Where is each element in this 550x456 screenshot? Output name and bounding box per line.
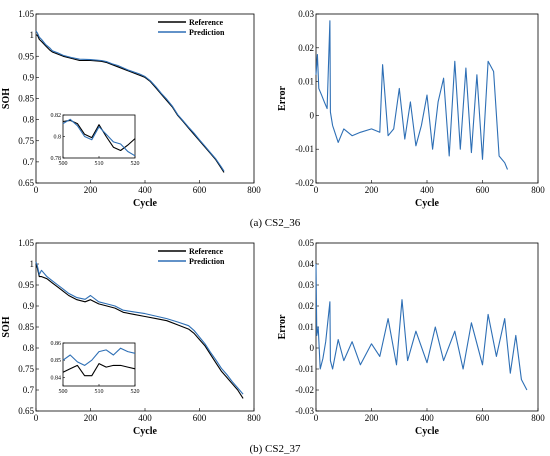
- x-axis-label: Cycle: [133, 198, 157, 209]
- x-tick-label: 0: [34, 413, 39, 423]
- x-tick-label: 600: [193, 185, 207, 195]
- series-line-prediction: [35, 30, 225, 172]
- legend-label-prediction: Prediction: [189, 28, 225, 37]
- caption-a: (a) CS2_36: [250, 217, 301, 229]
- y-axis-label: SOH: [1, 88, 12, 109]
- y-tick-label: -0.03: [295, 406, 314, 416]
- x-axis-label: Cycle: [133, 426, 157, 437]
- series-line-reference: [35, 263, 244, 399]
- x-tick-label: 0: [314, 185, 319, 195]
- y-tick-label: 0.95: [18, 51, 34, 61]
- x-tick-label: 800: [247, 413, 261, 423]
- y-tick-label: 0: [310, 343, 315, 353]
- inset-y-tick-label: 0.84: [51, 375, 62, 381]
- legend-label-reference: Reference: [189, 18, 224, 27]
- chart-panels: 0 200 400 600 800 0.65 0.7 0.75 0.8 0.85 0.9 0.95 1 1…: [1, 9, 545, 437]
- y-tick-label: 0.85: [18, 322, 34, 332]
- x-tick-label: 800: [531, 185, 545, 195]
- y-axis-label: Error: [277, 314, 288, 339]
- y-tick-label: 1: [30, 259, 35, 269]
- inset-x-tick-label: 510: [95, 389, 104, 395]
- inset-x-tick-label: 510: [95, 161, 104, 167]
- y-tick-label: 1.05: [18, 9, 34, 19]
- x-tick-label: 200: [84, 185, 98, 195]
- y-tick-label: 0.65: [18, 178, 34, 188]
- x-tick-label: 600: [193, 413, 207, 423]
- inset-x-tick-label: 500: [59, 389, 68, 395]
- y-axis-label: SOH: [1, 316, 12, 337]
- y-tick-label: 0.03: [298, 9, 314, 19]
- y-tick-label: 0.75: [18, 136, 34, 146]
- y-tick-label: 0.75: [18, 364, 34, 374]
- y-tick-label: -0.02: [295, 178, 314, 188]
- inset-y-tick-label: 0.8: [54, 135, 62, 141]
- x-tick-label: 200: [84, 413, 98, 423]
- series-line-error: [315, 263, 528, 391]
- x-tick-label: 200: [365, 185, 379, 195]
- y-tick-label: -0.01: [295, 144, 314, 154]
- x-tick-label: 0: [314, 413, 319, 423]
- x-tick-label: 200: [365, 413, 379, 423]
- series-line-reference: [36, 34, 225, 173]
- y-tick-label: 0.04: [298, 259, 314, 269]
- inset-x-tick-label: 520: [131, 389, 140, 395]
- inset-y-tick-label: 0.78: [51, 156, 62, 162]
- inset-x-tick-label: 500: [59, 161, 68, 167]
- y-tick-label: 0.02: [298, 43, 314, 53]
- y-tick-label: 0.65: [18, 406, 34, 416]
- y-tick-label: 0.03: [298, 280, 314, 290]
- x-tick-label: 400: [138, 413, 152, 423]
- legend-label-prediction: Prediction: [189, 257, 225, 266]
- x-axis-label: Cycle: [415, 426, 439, 437]
- x-tick-label: 400: [420, 185, 434, 195]
- inset-chart: 500 510 520 0.84 0.85 0.86: [51, 341, 140, 395]
- y-tick-label: 1: [30, 30, 35, 40]
- plot-frame: [315, 242, 539, 412]
- y-tick-label: 0.8: [23, 115, 35, 125]
- y-tick-label: 0.9: [23, 72, 35, 82]
- chart-b_soh: 0 200 400 600 800 0.65 0.7 0.75 0.8 0.85 0.9 0.95 1 1…: [1, 238, 261, 437]
- chart-a_soh: 0 200 400 600 800 0.65 0.7 0.75 0.8 0.85 0.9 0.95 1 1…: [1, 9, 261, 209]
- caption-b: (b) CS2_37: [249, 443, 301, 455]
- y-tick-label: 0.8: [23, 343, 35, 353]
- x-tick-label: 400: [420, 413, 434, 423]
- y-axis-label: Error: [277, 86, 288, 111]
- inset-y-tick-label: 0.86: [51, 341, 62, 347]
- x-tick-label: 0: [34, 185, 39, 195]
- y-tick-label: 0.85: [18, 94, 34, 104]
- y-tick-label: 0: [310, 110, 315, 120]
- y-tick-label: -0.02: [295, 385, 314, 395]
- x-tick-label: 400: [138, 185, 152, 195]
- y-tick-label: 0.9: [23, 301, 35, 311]
- x-axis-label: Cycle: [415, 198, 439, 209]
- y-tick-label: -0.01: [295, 364, 314, 374]
- chart-b_err: 0 200 400 600 800 -0.03 -0.02 -0.01 0 0.01 0.02 0.0…: [277, 238, 545, 437]
- series-line-prediction: [35, 261, 244, 395]
- y-tick-label: 0.7: [23, 385, 35, 395]
- inset-chart: 500 510 520 0.78 0.8 0.82: [51, 113, 140, 167]
- x-tick-label: 800: [531, 413, 545, 423]
- chart-a_err: 0 200 400 600 800 -0.02 -0.01 0 0.01 0.02 0.03 Cycl…: [277, 9, 545, 209]
- inset-y-tick-label: 0.85: [51, 358, 62, 364]
- x-tick-label: 800: [247, 185, 261, 195]
- y-tick-label: 0.01: [298, 77, 314, 87]
- inset-y-tick-label: 0.82: [51, 113, 62, 119]
- y-tick-label: 0.01: [298, 322, 314, 332]
- y-tick-label: 1.05: [18, 238, 34, 248]
- x-tick-label: 600: [476, 185, 490, 195]
- y-tick-label: 0.7: [23, 157, 35, 167]
- y-tick-label: 0.05: [298, 238, 314, 248]
- y-tick-label: 0.95: [18, 280, 34, 290]
- legend-label-reference: Reference: [189, 247, 224, 256]
- inset-x-tick-label: 520: [131, 161, 140, 167]
- x-tick-label: 600: [476, 413, 490, 423]
- y-tick-label: 0.02: [298, 301, 314, 311]
